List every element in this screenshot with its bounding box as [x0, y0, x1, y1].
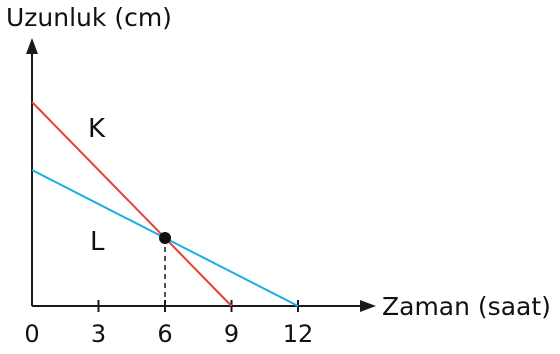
x-ticks: 0 3 6 9 12: [24, 300, 313, 348]
x-tick-label: 0: [24, 320, 39, 348]
y-axis-title: Uzunluk (cm): [6, 3, 172, 32]
x-axis-arrowhead: [360, 300, 376, 312]
intersection-point: [159, 231, 171, 244]
series-line-k: [31, 101, 233, 307]
series-label-l: L: [90, 227, 105, 257]
x-axis-title: Zaman (saat): [382, 292, 551, 321]
x-tick-label: 12: [283, 320, 314, 348]
x-tick-label: 3: [91, 320, 106, 348]
series-label-k: K: [88, 114, 106, 144]
y-axis-arrowhead: [26, 38, 38, 54]
x-tick-label: 9: [224, 320, 239, 348]
axes: [26, 38, 376, 312]
x-tick-label: 6: [157, 320, 172, 348]
